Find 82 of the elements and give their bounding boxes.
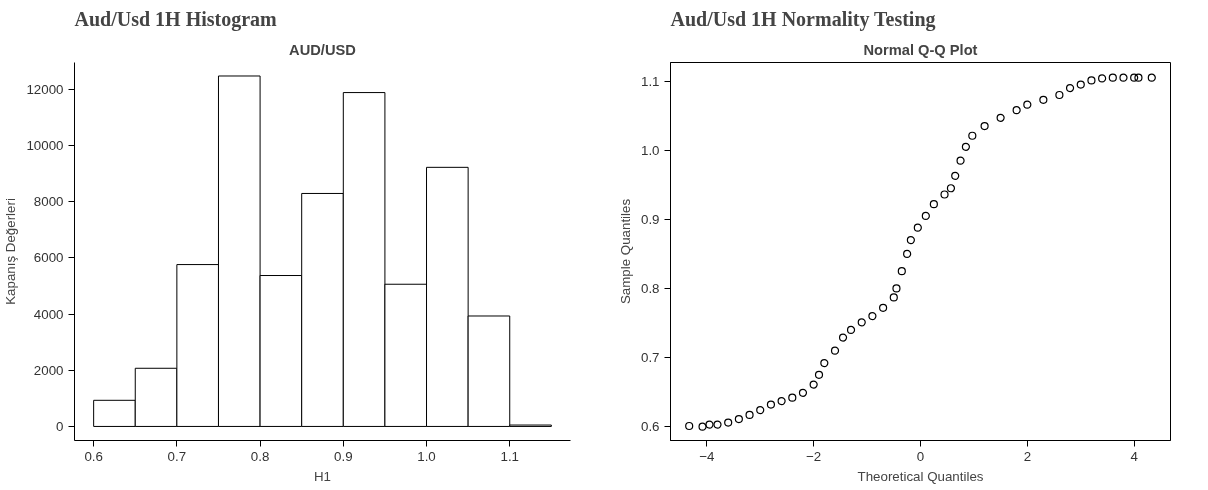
y-tick-label: 6000: [33, 250, 64, 266]
point: [889, 293, 898, 302]
point: [868, 312, 877, 321]
y-tick-label: 2000: [33, 362, 64, 378]
point: [838, 333, 848, 342]
point: [921, 211, 930, 220]
point: [734, 414, 743, 424]
point: [906, 236, 915, 245]
point: [913, 223, 922, 232]
y-axis-title: Sample Quantiles: [617, 198, 633, 305]
chart-subtitle: AUD/USD: [289, 41, 356, 58]
x-axis-title: Theoretical Quantiles: [857, 468, 984, 484]
point: [1130, 73, 1139, 82]
y-tick-label: 0: [56, 418, 64, 434]
point: [1012, 106, 1021, 115]
point: [956, 156, 965, 165]
x-tick-label: 1.0: [417, 448, 436, 464]
point: [903, 249, 912, 259]
point: [814, 370, 824, 379]
point: [846, 325, 856, 335]
x-tick-label: −2: [806, 448, 822, 464]
x-tick-label: 0: [916, 448, 925, 464]
point: [1023, 100, 1032, 109]
point: [766, 400, 776, 409]
point: [1147, 73, 1156, 82]
point: [946, 184, 956, 193]
y-tick-label: 0.7: [640, 350, 660, 366]
x-tick-label: 4: [1130, 448, 1139, 464]
point: [1108, 73, 1117, 82]
point: [929, 200, 938, 209]
y-tick-label: 0.6: [640, 419, 660, 435]
point: [809, 380, 818, 389]
y-tick-label: 8000: [33, 194, 64, 210]
point: [1134, 73, 1143, 82]
x-tick-label: 2: [1023, 448, 1032, 464]
point: [857, 318, 866, 327]
point: [820, 359, 829, 368]
point: [698, 422, 707, 431]
point: [879, 303, 888, 312]
point: [777, 397, 786, 406]
x-tick-label: 0.6: [84, 448, 103, 464]
point: [685, 421, 694, 431]
y-tick-label: 0.8: [640, 280, 660, 296]
point: [968, 131, 977, 140]
point: [756, 406, 765, 415]
point: [705, 420, 714, 429]
point: [897, 267, 906, 276]
point: [940, 190, 949, 199]
point: [1065, 83, 1075, 93]
point: [1055, 90, 1064, 100]
x-tick-label: 1.1: [500, 448, 520, 464]
y-tick-label: 12000: [26, 81, 64, 97]
x-axis-title: H1: [313, 468, 332, 484]
y-tick-label: 1.0: [640, 142, 660, 158]
point: [961, 142, 971, 151]
y-tick-label: 10000: [26, 137, 64, 153]
point: [830, 346, 840, 355]
point: [798, 388, 808, 397]
point: [713, 420, 722, 429]
point: [1039, 95, 1048, 104]
x-tick-label: 0.7: [167, 448, 187, 464]
point: [1098, 74, 1107, 83]
y-tick-label: 1.1: [640, 73, 660, 89]
point: [1087, 76, 1096, 85]
chart-title: Aud/Usd 1H Normality Testing: [670, 7, 936, 31]
point: [724, 418, 733, 427]
point: [745, 410, 754, 420]
y-tick-label: 0.9: [640, 211, 660, 227]
point: [1119, 73, 1128, 82]
point: [951, 171, 960, 180]
y-tick-label: 4000: [33, 306, 64, 322]
point: [788, 393, 797, 402]
point: [1076, 80, 1085, 89]
chart-subtitle: Normal Q-Q Plot: [863, 41, 978, 58]
y-axis-title: Kapanış Değerleri: [3, 198, 19, 305]
x-tick-label: −4: [699, 448, 716, 464]
x-tick-label: 0.9: [334, 448, 353, 464]
x-tick-label: 0.8: [250, 448, 270, 464]
chart-title: Aud/Usd 1H Histogram: [74, 7, 278, 31]
point: [892, 284, 901, 293]
point: [996, 113, 1005, 122]
point: [980, 121, 989, 131]
